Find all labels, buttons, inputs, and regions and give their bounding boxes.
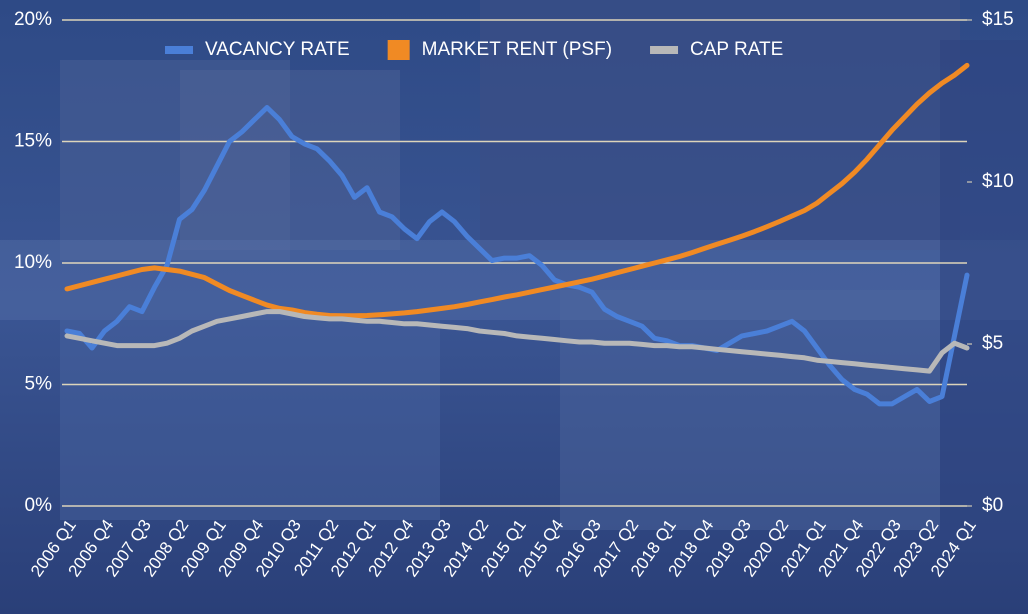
series-line bbox=[64, 309, 970, 374]
legend: VACANCY RATE MARKET RENT (PSF) CAP RATE bbox=[165, 39, 783, 60]
legend-swatch bbox=[165, 46, 193, 54]
y2-tick-label: $0 bbox=[982, 495, 1003, 516]
legend-label: VACANCY RATE bbox=[205, 39, 350, 60]
legend-label: CAP RATE bbox=[690, 39, 783, 60]
y-tick-label: 5% bbox=[25, 374, 53, 395]
legend-swatch bbox=[387, 40, 410, 60]
y-tick-label: 20% bbox=[14, 9, 52, 30]
y-tick-label: 0% bbox=[25, 495, 53, 516]
legend-swatch bbox=[650, 46, 679, 54]
y2-tick-label: $5 bbox=[982, 333, 1003, 354]
y-tick-label: 10% bbox=[14, 252, 52, 273]
y2-tick-label: $15 bbox=[982, 9, 1014, 30]
series-line bbox=[64, 105, 970, 407]
legend-label: MARKET RENT (PSF) bbox=[422, 39, 612, 60]
y-tick-label: 15% bbox=[14, 131, 52, 152]
series-line bbox=[64, 62, 970, 319]
y2-tick-label: $10 bbox=[982, 171, 1014, 192]
